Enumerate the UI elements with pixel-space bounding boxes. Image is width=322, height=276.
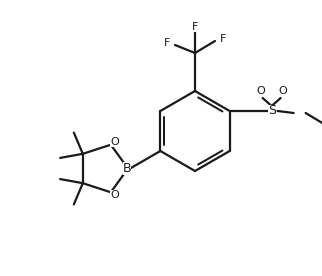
- Text: O: O: [278, 86, 287, 96]
- Text: F: F: [192, 22, 198, 32]
- Text: F: F: [164, 38, 170, 48]
- Text: B: B: [123, 162, 131, 175]
- Text: O: O: [256, 86, 265, 96]
- Text: O: O: [110, 137, 119, 147]
- Text: S: S: [268, 105, 276, 118]
- Text: F: F: [220, 34, 226, 44]
- Text: O: O: [110, 190, 119, 200]
